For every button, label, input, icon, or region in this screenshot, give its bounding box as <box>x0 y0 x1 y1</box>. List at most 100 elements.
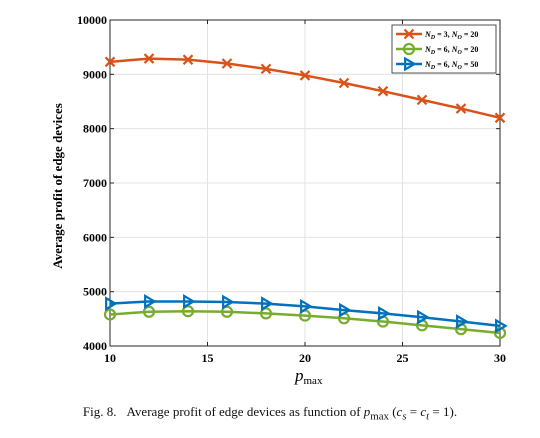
legend-label-text: = 6, <box>435 60 452 69</box>
data-point <box>495 318 508 334</box>
caption-c1: c <box>396 404 403 419</box>
data-point <box>378 305 391 321</box>
y-tick-label: 6000 <box>83 230 107 244</box>
y-tick-label: 8000 <box>83 122 107 136</box>
legend-label-sub: D <box>430 65 436 71</box>
data-point <box>105 296 118 312</box>
legend-marker <box>402 42 416 56</box>
caption-eq1: = <box>406 404 421 419</box>
marker-stroke <box>338 77 350 89</box>
line-chart: 10 15 20 25 3040005000600070008000900010000 … <box>50 13 508 387</box>
marker-stroke <box>377 85 389 97</box>
legend-label-sub: D <box>430 35 436 41</box>
x-axis-title-main: p <box>294 366 304 385</box>
legend-label-var: N <box>424 45 432 54</box>
data-point <box>143 53 155 64</box>
data-point <box>220 305 234 318</box>
x-tick-label: 20 <box>299 351 311 365</box>
caption-paren-open: ( <box>388 404 397 419</box>
marker-stroke <box>416 94 428 106</box>
x-tick-label: 25 <box>397 351 409 365</box>
legend-label-var: N <box>424 30 432 39</box>
legend-label-var: N <box>451 60 459 69</box>
legend-label-var: N <box>424 60 432 69</box>
y-tick-label: 10000 <box>77 13 107 27</box>
data-point <box>417 309 430 325</box>
marker-stroke <box>182 54 194 65</box>
marker-stroke <box>221 58 233 69</box>
caption-p-sub: max <box>370 410 389 423</box>
grid-lines <box>110 20 500 346</box>
caption-text-before: Average profit of edge devices as functi… <box>126 404 364 419</box>
data-point <box>494 112 506 124</box>
legend-label-text: = 3, <box>435 30 452 39</box>
legend-label-text: = 20 <box>462 45 479 54</box>
marker-stroke <box>143 53 155 64</box>
caption-c1-sub: s <box>402 410 407 423</box>
legend-label-sub: D <box>430 50 436 56</box>
marker-stroke <box>455 103 467 114</box>
data-point <box>222 294 235 310</box>
legend-label-text: = 6, <box>435 45 452 54</box>
data-point <box>103 308 117 321</box>
x-tick-label: 15 <box>202 351 214 365</box>
caption-label: Fig. 8. <box>82 404 117 419</box>
data-point <box>260 63 272 75</box>
caption-p: p <box>363 404 371 419</box>
data-point <box>221 58 233 69</box>
data-point <box>338 77 350 89</box>
marker-stroke <box>494 112 506 124</box>
x-tick-label: 30 <box>494 351 506 365</box>
y-tick-label: 7000 <box>83 176 107 190</box>
series-line <box>109 300 501 328</box>
legend-label-var: N <box>451 30 459 39</box>
data-point <box>142 305 156 318</box>
legend-item: ND = 3, NO = 20 <box>396 28 478 41</box>
series-1 <box>104 53 506 124</box>
x-axis-title: pmax <box>294 366 323 387</box>
caption-text-after: = 1). <box>429 404 458 419</box>
legend-label-sub: O <box>457 50 462 56</box>
axes: 10 15 20 25 30 4000 5000 6000 7000 8000 9000 10000 <box>77 13 506 365</box>
data-point <box>455 103 467 114</box>
x-axis-title-sub: max <box>304 375 323 387</box>
marker-stroke <box>260 63 272 75</box>
data-point <box>181 305 195 318</box>
legend-label-sub: O <box>457 35 462 41</box>
legend-label-text: = 20 <box>462 30 479 39</box>
data-point <box>261 296 274 312</box>
legend-marker <box>403 28 415 40</box>
data-point <box>299 70 311 81</box>
legend-item: ND = 6, NO = 50 <box>396 56 478 72</box>
legend-item: ND = 6, NO = 20 <box>396 42 478 56</box>
y-tick-label: 9000 <box>83 67 107 81</box>
legend-label-sub: O <box>457 65 462 71</box>
marker-stroke <box>299 70 311 81</box>
series-layer <box>103 53 508 340</box>
caption-c2-sub: t <box>426 410 430 423</box>
y-tick-label: 4000 <box>83 339 107 353</box>
data-point <box>104 56 116 68</box>
data-point <box>416 94 428 106</box>
figure-caption: Fig. 8. Average profit of edge devices as… <box>0 404 540 423</box>
series-3 <box>105 294 508 334</box>
marker-stroke <box>403 28 415 40</box>
y-axis-title: Average profit of edge devices <box>50 103 65 269</box>
legend-label: ND = 3, NO = 20 <box>424 30 478 41</box>
data-point <box>144 294 157 309</box>
data-point <box>259 307 273 320</box>
x-tick-label: 10 <box>104 351 116 365</box>
legend-label-text: = 50 <box>462 60 479 69</box>
y-tick-label: 5000 <box>83 285 107 299</box>
data-point <box>339 302 352 318</box>
data-point <box>377 85 389 97</box>
legend-label-var: N <box>451 45 459 54</box>
legend-label: ND = 6, NO = 20 <box>424 45 478 56</box>
marker-stroke <box>104 56 116 68</box>
legend-marker <box>404 56 417 72</box>
legend-label: ND = 6, NO = 50 <box>424 60 478 71</box>
caption-c2: c <box>420 404 427 419</box>
data-point <box>182 54 194 65</box>
series-line <box>109 309 501 335</box>
